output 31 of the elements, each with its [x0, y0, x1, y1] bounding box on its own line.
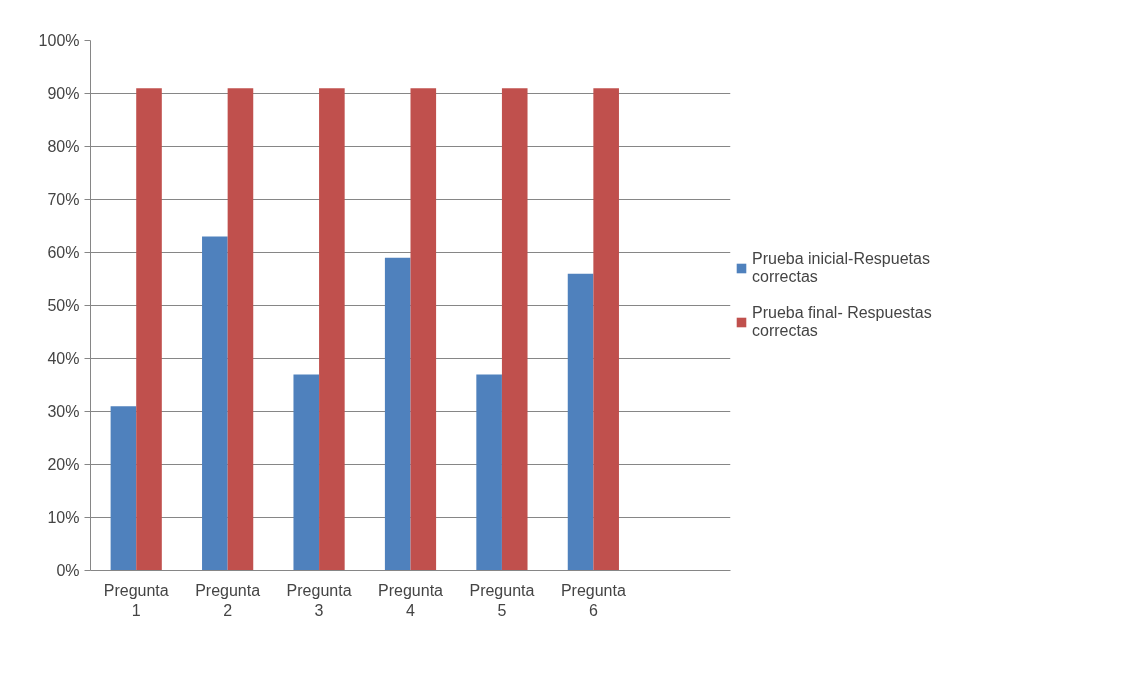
x-tick-label: Pregunta 6	[560, 581, 626, 619]
y-tick-label: 60%	[47, 244, 80, 261]
y-tick-label: 50%	[47, 297, 80, 314]
x-tick-label: Pregunta 4	[378, 581, 444, 619]
y-tick-label: 80%	[47, 138, 80, 155]
bar	[384, 257, 411, 571]
x-tick-label: Pregunta 5	[469, 581, 535, 619]
legend-label: Prueba inicial-Respuetas correctas	[752, 250, 930, 286]
legend-label: Prueba final- Respuestas correctas	[752, 304, 932, 340]
y-tick-label: 70%	[47, 191, 80, 208]
bar	[227, 88, 254, 571]
y-tick-label: 0%	[56, 562, 80, 579]
y-tick-label: 90%	[47, 85, 80, 102]
bar	[136, 88, 162, 571]
x-tick-label: Pregunta 2	[195, 581, 261, 619]
y-tick-label: 100%	[38, 32, 80, 49]
bar	[476, 374, 502, 571]
bar	[593, 88, 619, 571]
bar	[293, 374, 320, 571]
bar	[202, 236, 228, 571]
y-tick-label: 20%	[47, 456, 80, 473]
bar	[501, 88, 528, 571]
bar	[110, 406, 137, 571]
bar	[319, 88, 345, 571]
bar	[567, 273, 594, 571]
bar	[410, 88, 437, 571]
y-tick-label: 30%	[47, 403, 80, 420]
y-tick-label: 10%	[47, 509, 80, 526]
x-tick-label: Pregunta 3	[286, 581, 352, 619]
y-tick-label: 40%	[47, 350, 80, 367]
x-tick-label: Pregunta 1	[103, 581, 169, 619]
